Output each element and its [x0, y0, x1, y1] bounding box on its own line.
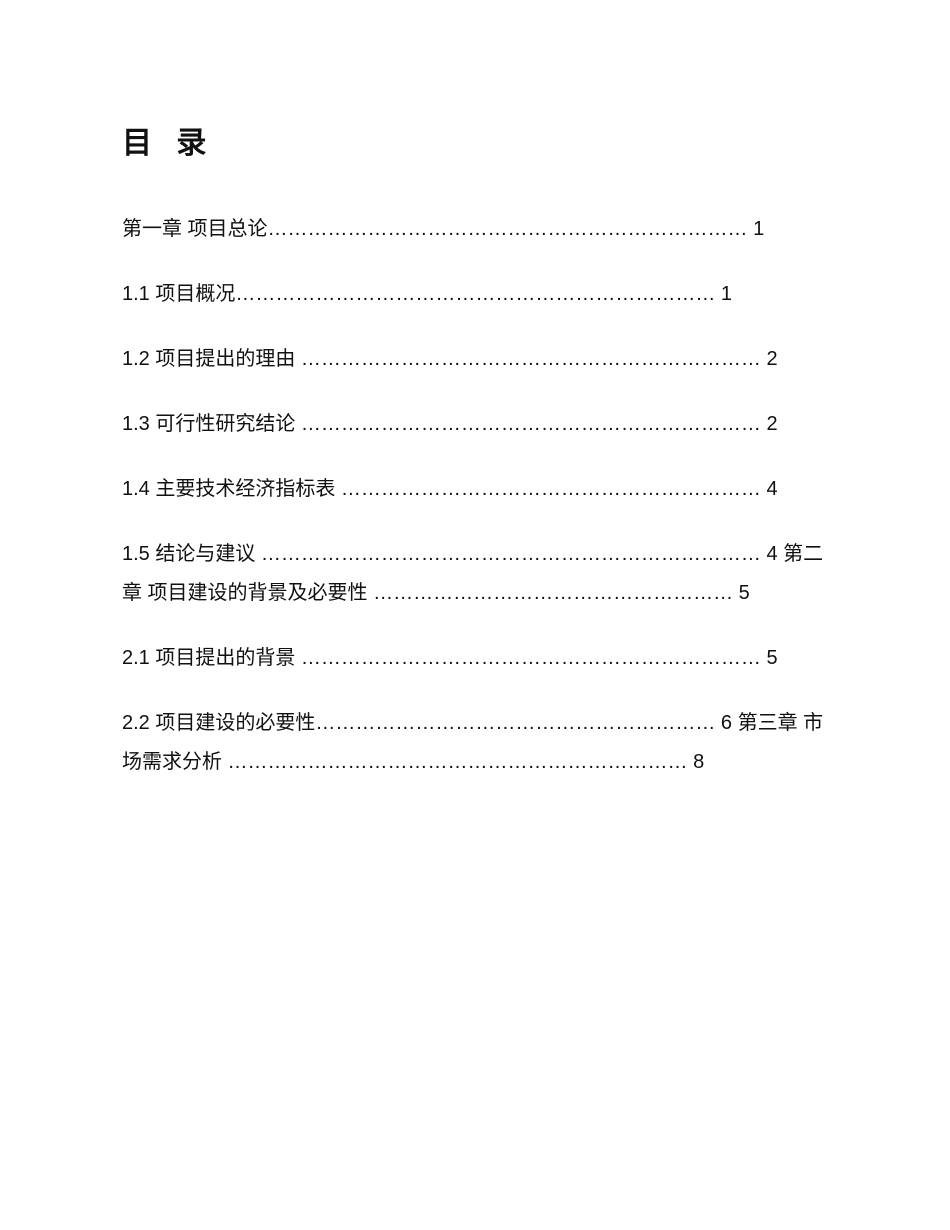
toc-entry: 1.2 项目提出的理由 …………………………………………………………… 2	[122, 340, 835, 379]
toc-entry: 第一章 项目总论……………………………………………………………… 1	[122, 210, 835, 249]
toc-entry: 1.3 可行性研究结论 …………………………………………………………… 2	[122, 405, 835, 444]
toc-entry: 2.1 项目提出的背景 …………………………………………………………… 5	[122, 639, 835, 678]
toc-title: 目 录	[122, 118, 835, 162]
toc-entry: 1.1 项目概况……………………………………………………………… 1	[122, 275, 835, 314]
toc-entry: 2.2 项目建设的必要性…………………………………………………… 6 第三章 市…	[122, 704, 835, 782]
toc-container: 第一章 项目总论……………………………………………………………… 1 1.1 项目…	[122, 210, 835, 782]
toc-entry: 1.5 结论与建议 ………………………………………………………………… 4 第二…	[122, 535, 835, 613]
toc-entry: 1.4 主要技术经济指标表 ……………………………………………………… 4	[122, 470, 835, 509]
